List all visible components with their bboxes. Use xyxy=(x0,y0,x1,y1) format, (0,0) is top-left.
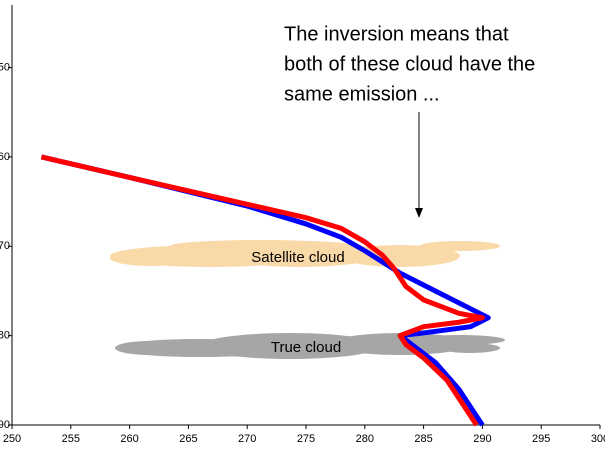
x-tick-label: 285 xyxy=(414,433,432,445)
annotation-line: The inversion means that xyxy=(284,23,509,45)
profile-line xyxy=(40,154,491,427)
x-tick-label: 270 xyxy=(238,433,256,445)
true-cloud-shape xyxy=(115,333,505,359)
annotation: The inversion means that both of these c… xyxy=(284,23,535,105)
cloud-label: True cloud xyxy=(271,339,341,356)
annotation-line: both of these cloud have the xyxy=(284,53,535,75)
x-tick-label: 260 xyxy=(120,433,138,445)
x-tick-label: 250 xyxy=(3,433,21,445)
x-tick-label: 255 xyxy=(62,433,80,445)
satellite-cloud-shape xyxy=(110,240,500,267)
y-tick-label: 80 xyxy=(0,330,10,342)
y-tick-label: 90 xyxy=(0,419,10,431)
arrow xyxy=(415,112,423,218)
x-tick-label: 295 xyxy=(532,433,550,445)
profile-line xyxy=(40,154,485,427)
x-tick-label: 265 xyxy=(179,433,197,445)
cloud-label: Satellite cloud xyxy=(251,249,344,266)
annotation-line: same emission ... xyxy=(284,83,440,105)
x-tick-label: 290 xyxy=(473,433,491,445)
x-tick-label: 275 xyxy=(297,433,315,445)
y-tick-label: 60 xyxy=(0,151,10,163)
x-tick-label: 280 xyxy=(356,433,374,445)
y-tick-label: 70 xyxy=(0,240,10,252)
x-tick-label: 300 xyxy=(591,433,605,445)
y-tick-label: 50 xyxy=(0,61,10,73)
